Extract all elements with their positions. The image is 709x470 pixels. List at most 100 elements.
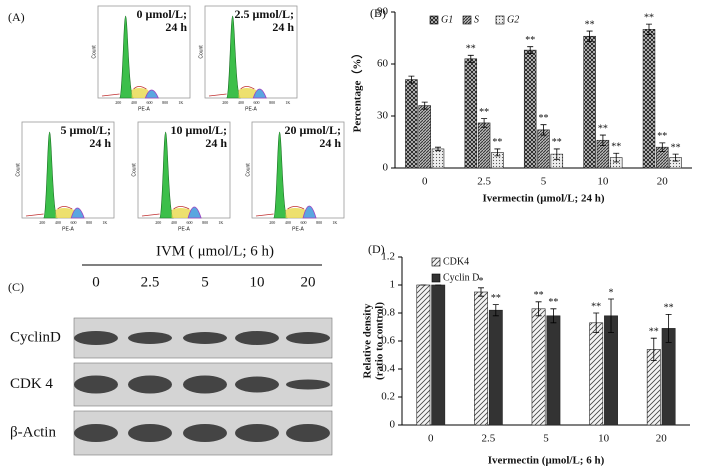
- g1-peak: [43, 131, 58, 219]
- g2-peak: [302, 205, 317, 219]
- significance: **: [591, 301, 601, 312]
- flow-x-tick: 400: [285, 220, 291, 225]
- flow-x-tick: 1K: [332, 220, 337, 225]
- bar: [477, 122, 491, 169]
- y-tick-label: 0.2: [381, 391, 395, 403]
- legend-swatch: [429, 15, 439, 25]
- significance: **: [548, 297, 558, 308]
- x-tick-label: 5: [543, 433, 549, 445]
- s-phase: [285, 208, 307, 218]
- flow-x-tick: 400: [238, 100, 244, 105]
- plot-frame: [137, 121, 231, 219]
- y-tick-label: 1: [390, 279, 396, 291]
- g1-peak: [159, 131, 174, 219]
- significance: **: [644, 12, 654, 23]
- significance: **: [552, 137, 562, 148]
- s-phase: [171, 208, 192, 218]
- blot-band: [74, 375, 118, 394]
- blot-band: [128, 424, 172, 442]
- flow-x-tick: 800: [162, 100, 168, 105]
- flow-label: 24 h: [319, 136, 341, 150]
- panel-label: (B): [370, 6, 386, 20]
- y-axis-label: Percentage（%）: [351, 48, 364, 133]
- x-tick-label: 2.5: [477, 176, 491, 188]
- bar: [589, 322, 604, 426]
- error-bar: [550, 308, 557, 324]
- fit-line: [208, 86, 255, 97]
- error-bar: [553, 148, 560, 160]
- lane-label: 10: [250, 274, 265, 290]
- row-label: CyclinD: [10, 329, 61, 345]
- bar: [583, 35, 596, 169]
- blot-band: [74, 331, 118, 345]
- error-bar: [492, 304, 499, 317]
- significance: **: [671, 142, 681, 153]
- blot-band: [183, 375, 227, 394]
- y-tick-label: 0: [383, 162, 389, 174]
- legend-label: CDK4: [443, 256, 469, 267]
- plot-frame: [251, 121, 345, 219]
- error-bar: [645, 23, 652, 35]
- bar: [464, 58, 478, 169]
- y-tick-label: 30: [377, 110, 389, 122]
- flow-x-tick: 200: [39, 220, 45, 225]
- plot-frame: [204, 5, 298, 99]
- flow-x-tick: 1K: [102, 220, 107, 225]
- flow-x-tick: 600: [187, 220, 193, 225]
- flow-x-tick: 800: [316, 220, 322, 225]
- blot-band: [183, 424, 227, 442]
- lane-label: 20: [301, 274, 316, 290]
- error-bar: [467, 54, 474, 63]
- panel-label: (A): [8, 10, 25, 24]
- significance: **: [611, 142, 621, 153]
- flow-x-label: PE-A: [62, 226, 74, 232]
- lane-label: 5: [201, 274, 209, 290]
- error-bar: [650, 337, 657, 361]
- flow-label: 24 h: [165, 20, 187, 34]
- flow-x-tick: 400: [131, 100, 137, 105]
- g1-peak: [226, 15, 241, 99]
- flow-x-tick: 800: [86, 220, 92, 225]
- y-tick-label: 90: [377, 6, 389, 18]
- x-tick-label: 10: [598, 433, 610, 445]
- flow-x-tick: 200: [269, 220, 275, 225]
- significance: *: [609, 287, 614, 298]
- flow-x-tick: 600: [254, 100, 260, 105]
- bar: [405, 79, 418, 169]
- legend-label: S: [474, 14, 479, 25]
- g2-peak: [70, 207, 85, 219]
- error-bar: [408, 75, 415, 84]
- bar: [431, 284, 446, 426]
- bar: [531, 308, 546, 426]
- flow-y-label: Count: [245, 163, 251, 177]
- x-tick-label: 20: [656, 433, 668, 445]
- y-tick-label: 0.8: [381, 307, 395, 319]
- error-bar: [481, 118, 488, 128]
- error-bar: [527, 46, 534, 54]
- flow-x-tick: 400: [171, 220, 177, 225]
- y-tick-label: 0: [390, 419, 396, 431]
- plot-frame: [97, 5, 191, 99]
- flow-y-label: Count: [15, 163, 21, 177]
- error-bar: [659, 142, 666, 152]
- error-bar: [421, 101, 428, 110]
- flow-label: 5 μmol/L;: [61, 123, 111, 137]
- flow-label: 10 μmol/L;: [171, 123, 227, 137]
- flow-x-tick: 200: [155, 220, 161, 225]
- significance: **: [525, 35, 535, 46]
- panel-label: (C): [8, 280, 24, 294]
- g2-peak: [252, 88, 267, 99]
- blot-band: [235, 376, 279, 393]
- bar: [546, 315, 561, 426]
- legend-swatch: [431, 257, 441, 267]
- flow-label: 24 h: [272, 20, 294, 34]
- error-bar: [586, 30, 593, 42]
- significance: **: [598, 123, 608, 134]
- g2-peak: [187, 206, 202, 219]
- bar: [642, 29, 656, 169]
- significance: **: [664, 303, 674, 314]
- blot-band: [286, 379, 330, 390]
- fit-line: [25, 206, 73, 217]
- significance: **: [466, 44, 476, 55]
- flow-x-label: PE-A: [138, 106, 150, 112]
